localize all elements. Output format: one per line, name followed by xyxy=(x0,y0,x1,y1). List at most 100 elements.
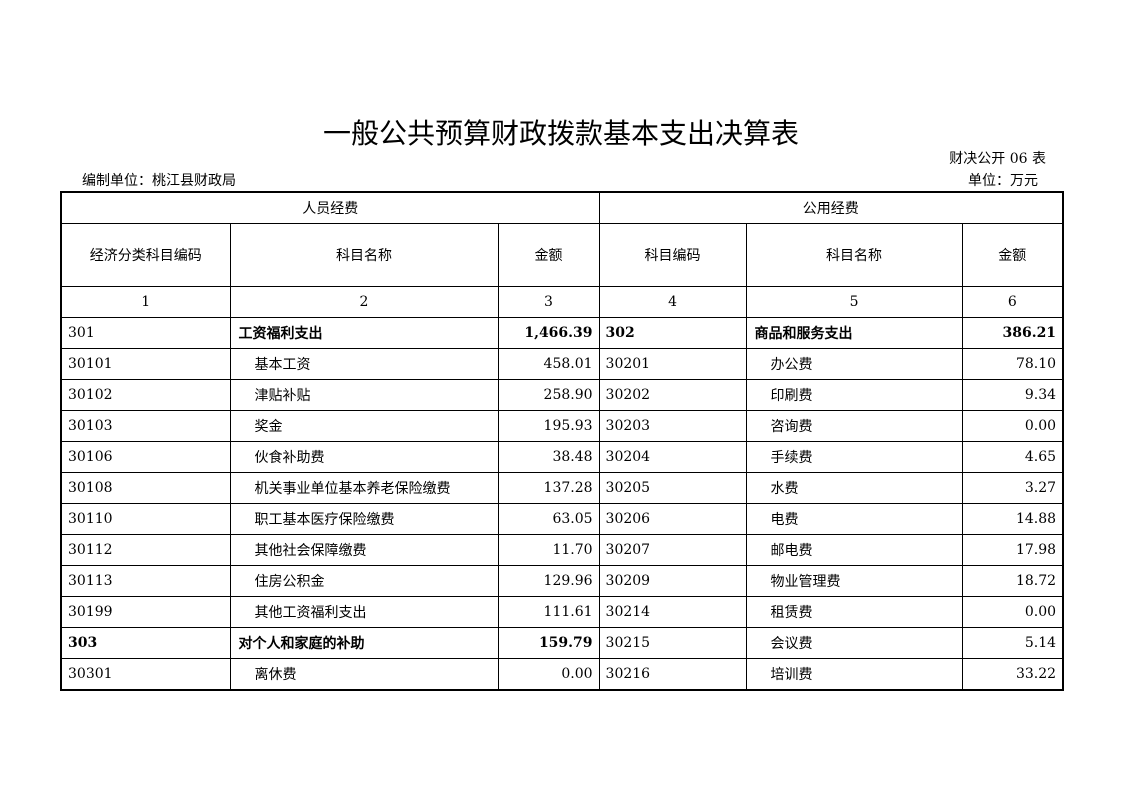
left-code: 30103 xyxy=(60,410,231,442)
right-amount: 0.00 xyxy=(961,410,1064,442)
right-name: 手续费 xyxy=(745,441,963,473)
compiling-unit: 编制单位：桃江县财政局 xyxy=(82,173,236,189)
left-code: 30110 xyxy=(60,503,231,535)
left-code: 30106 xyxy=(60,441,231,473)
column-header: 金额 xyxy=(961,223,1064,287)
right-name: 印刷费 xyxy=(745,379,963,411)
left-code: 30112 xyxy=(60,534,231,566)
left-name: 职工基本医疗保险缴费 xyxy=(229,503,499,535)
left-name: 其他工资福利支出 xyxy=(229,596,499,628)
right-amount: 3.27 xyxy=(961,472,1064,504)
column-header: 金额 xyxy=(497,223,600,287)
right-name: 办公费 xyxy=(745,348,963,380)
expenditure-table: 人员经费 公用经费 经济分类科目编码 科目名称 金额 科目编码 科目名称 金额 … xyxy=(60,191,1065,691)
table-row: 30106 伙食补助费 38.48 30204 手续费 4.65 xyxy=(60,441,1064,473)
left-amount: 11.70 xyxy=(497,534,600,566)
currency-unit: 单位：万元 xyxy=(968,173,1038,189)
right-code: 30209 xyxy=(598,565,747,597)
right-amount: 4.65 xyxy=(961,441,1064,473)
column-header-row: 经济分类科目编码 科目名称 金额 科目编码 科目名称 金额 xyxy=(60,223,1064,287)
right-name: 物业管理费 xyxy=(745,565,963,597)
right-amount: 18.72 xyxy=(961,565,1064,597)
left-name: 伙食补助费 xyxy=(229,441,499,473)
left-amount: 63.05 xyxy=(497,503,600,535)
table-row: 30101 基本工资 458.01 30201 办公费 78.10 xyxy=(60,348,1064,380)
left-name: 住房公积金 xyxy=(229,565,499,597)
right-amount: 9.34 xyxy=(961,379,1064,411)
left-code: 30108 xyxy=(60,472,231,504)
left-name: 奖金 xyxy=(229,410,499,442)
left-amount: 111.61 xyxy=(497,596,600,628)
right-amount: 0.00 xyxy=(961,596,1064,628)
left-amount: 137.28 xyxy=(497,472,600,504)
right-name: 租赁费 xyxy=(745,596,963,628)
column-header: 科目名称 xyxy=(229,223,499,287)
column-header: 科目名称 xyxy=(745,223,963,287)
right-code: 30206 xyxy=(598,503,747,535)
form-number: 财决公开 06 表 xyxy=(949,151,1046,167)
left-amount: 1,466.39 xyxy=(497,317,600,349)
column-header: 经济分类科目编码 xyxy=(60,223,231,287)
right-name: 电费 xyxy=(745,503,963,535)
column-number: 2 xyxy=(229,286,499,318)
column-number: 6 xyxy=(961,286,1064,318)
left-amount: 0.00 xyxy=(497,658,600,691)
right-code: 30205 xyxy=(598,472,747,504)
left-name: 对个人和家庭的补助 xyxy=(229,627,499,659)
column-header: 科目编码 xyxy=(598,223,747,287)
right-code: 30216 xyxy=(598,658,747,691)
right-name: 水费 xyxy=(745,472,963,504)
right-code: 30201 xyxy=(598,348,747,380)
table-row: 30113 住房公积金 129.96 30209 物业管理费 18.72 xyxy=(60,565,1064,597)
table-row: 30103 奖金 195.93 30203 咨询费 0.00 xyxy=(60,410,1064,442)
table-row: 30102 津贴补贴 258.90 30202 印刷费 9.34 xyxy=(60,379,1064,411)
left-code: 30102 xyxy=(60,379,231,411)
left-amount: 38.48 xyxy=(497,441,600,473)
right-code: 30204 xyxy=(598,441,747,473)
left-code: 30101 xyxy=(60,348,231,380)
right-amount: 14.88 xyxy=(961,503,1064,535)
table-row: 30108 机关事业单位基本养老保险缴费 137.28 30205 水费 3.27 xyxy=(60,472,1064,504)
column-number: 1 xyxy=(60,286,231,318)
right-amount: 386.21 xyxy=(961,317,1064,349)
left-amount: 195.93 xyxy=(497,410,600,442)
right-name: 培训费 xyxy=(745,658,963,691)
left-amount: 458.01 xyxy=(497,348,600,380)
left-amount: 129.96 xyxy=(497,565,600,597)
right-code: 30202 xyxy=(598,379,747,411)
right-name: 邮电费 xyxy=(745,534,963,566)
right-amount: 17.98 xyxy=(961,534,1064,566)
left-code: 30301 xyxy=(60,658,231,691)
right-amount: 33.22 xyxy=(961,658,1064,691)
right-code: 302 xyxy=(598,317,747,349)
left-amount: 258.90 xyxy=(497,379,600,411)
left-code: 303 xyxy=(60,627,231,659)
table-row: 30110 职工基本医疗保险缴费 63.05 30206 电费 14.88 xyxy=(60,503,1064,535)
group-public: 公用经费 xyxy=(598,191,1064,224)
group-header-row: 人员经费 公用经费 xyxy=(60,191,1064,224)
left-name: 基本工资 xyxy=(229,348,499,380)
left-name: 机关事业单位基本养老保险缴费 xyxy=(229,472,499,504)
page-title: 一般公共预算财政拨款基本支出决算表 xyxy=(322,117,799,150)
table-row: 30301 离休费 0.00 30216 培训费 33.22 xyxy=(60,658,1064,691)
left-name: 津贴补贴 xyxy=(229,379,499,411)
right-amount: 78.10 xyxy=(961,348,1064,380)
column-number-row: 1 2 3 4 5 6 xyxy=(60,286,1064,318)
table-row: 30112 其他社会保障缴费 11.70 30207 邮电费 17.98 xyxy=(60,534,1064,566)
right-name: 商品和服务支出 xyxy=(745,317,963,349)
left-name: 离休费 xyxy=(229,658,499,691)
column-number: 3 xyxy=(497,286,600,318)
table-row: 303 对个人和家庭的补助 159.79 30215 会议费 5.14 xyxy=(60,627,1064,659)
right-name: 会议费 xyxy=(745,627,963,659)
right-amount: 5.14 xyxy=(961,627,1064,659)
right-code: 30203 xyxy=(598,410,747,442)
right-name: 咨询费 xyxy=(745,410,963,442)
table-row: 301 工资福利支出 1,466.39 302 商品和服务支出 386.21 xyxy=(60,317,1064,349)
left-code: 30113 xyxy=(60,565,231,597)
left-name: 工资福利支出 xyxy=(229,317,499,349)
left-code: 301 xyxy=(60,317,231,349)
column-number: 5 xyxy=(745,286,963,318)
left-code: 30199 xyxy=(60,596,231,628)
right-code: 30214 xyxy=(598,596,747,628)
left-amount: 159.79 xyxy=(497,627,600,659)
